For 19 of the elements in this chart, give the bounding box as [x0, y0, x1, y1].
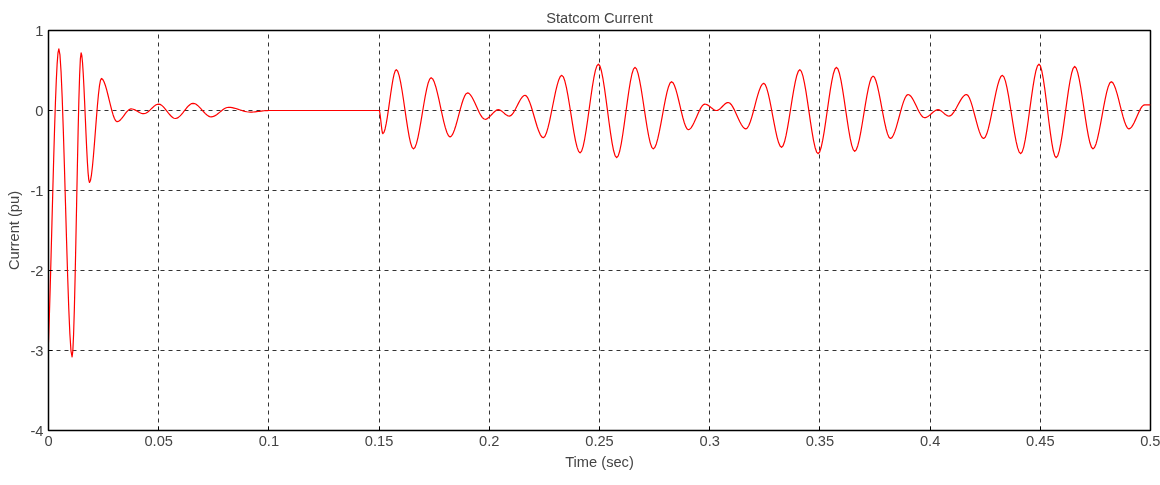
- x-tick-label: 0.1: [258, 432, 280, 449]
- x-tick-label: 0.25: [585, 432, 614, 449]
- y-tick-label: -1: [30, 182, 44, 199]
- x-tick-label: 0.3: [699, 432, 720, 449]
- x-axis-title: Time (sec): [565, 453, 634, 470]
- x-tick-label: 0.35: [805, 432, 835, 449]
- y-axis-title: Current (pu): [6, 190, 23, 270]
- x-tick-label: 0.05: [144, 432, 173, 449]
- y-tick-label: -2: [30, 262, 44, 279]
- y-tick-label: -3: [30, 342, 44, 359]
- x-tick-label: 0.5: [1140, 432, 1160, 449]
- x-tick-label: 0.45: [1026, 432, 1055, 449]
- x-tick-label: 0.4: [919, 432, 941, 449]
- y-tick-label: 1: [35, 22, 44, 39]
- y-tick-label: 0: [35, 102, 44, 119]
- x-tick-label: 0.2: [479, 432, 500, 449]
- chart-title: Statcom Current: [546, 9, 653, 26]
- y-tick-label: -4: [30, 422, 44, 439]
- x-tick-label: 0.15: [364, 432, 394, 449]
